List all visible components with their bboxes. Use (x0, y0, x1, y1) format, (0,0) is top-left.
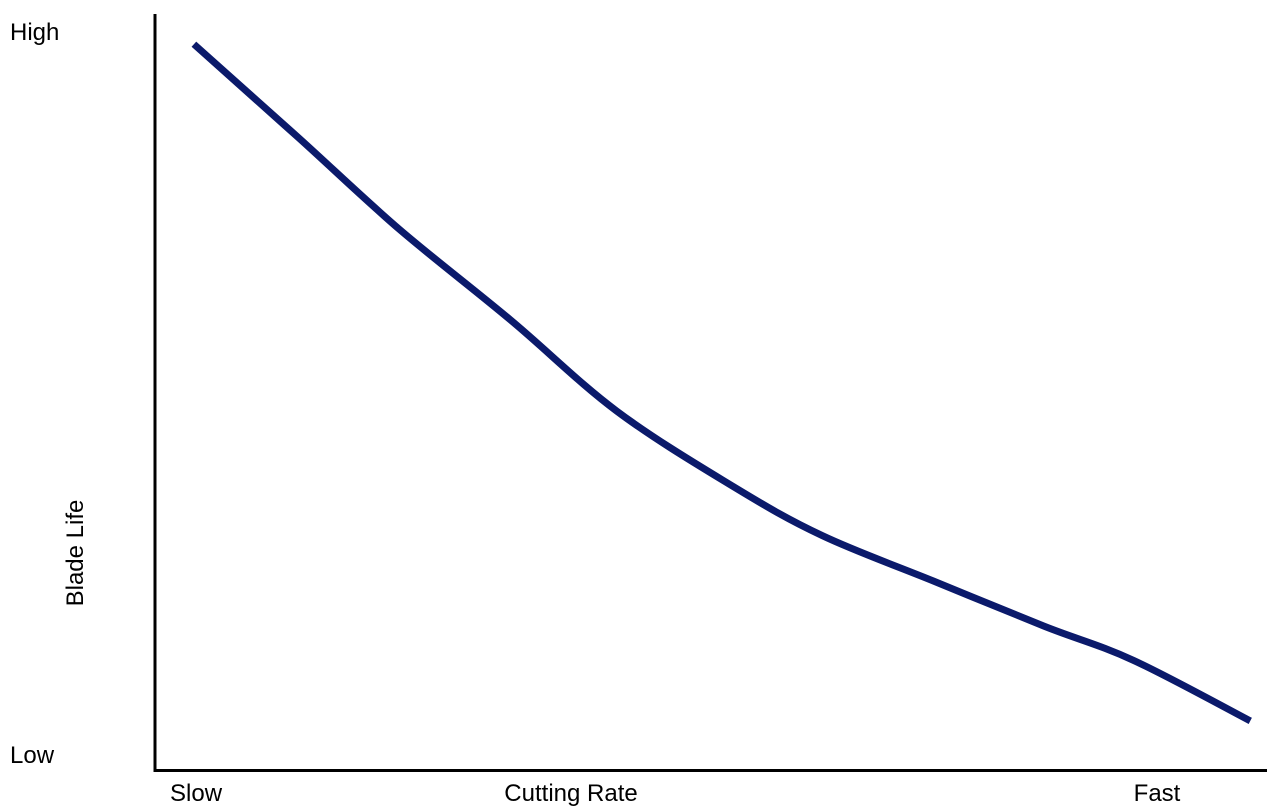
series-layer (191, 41, 1252, 725)
x-tick-slow: Slow (170, 780, 223, 807)
y-axis-label: Blade Life (62, 500, 89, 607)
x-tick-fast: Fast (1134, 780, 1181, 807)
series-line-0 (191, 41, 1252, 725)
y-tick-low: Low (10, 742, 55, 769)
x-axis-label: Cutting Rate (504, 780, 637, 807)
y-tick-high: High (10, 19, 59, 46)
